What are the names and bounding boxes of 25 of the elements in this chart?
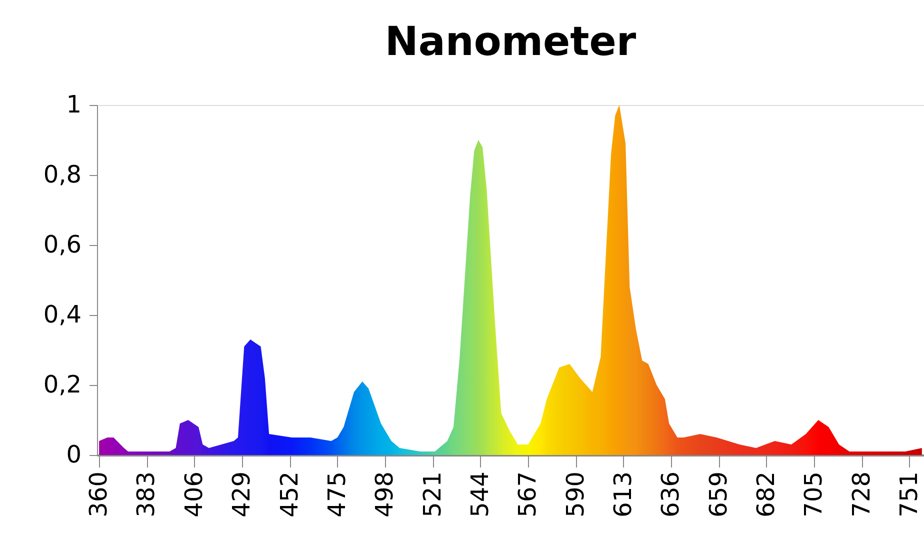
x-tick-label: 567 [514,472,542,518]
x-tick-label: 590 [561,472,590,518]
y-tick-label: 0,6 [43,230,82,258]
x-tick-label: 406 [180,472,208,518]
chart-title: Nanometer [384,19,636,65]
y-tick-label: 1 [66,90,82,118]
x-tick-label: 452 [275,472,304,518]
x-tick-label: 682 [752,472,780,518]
y-tick-label: 0 [66,440,82,468]
x-tick-label: 636 [656,472,685,518]
y-tick-label: 0,8 [43,160,82,188]
x-tick-label: 728 [847,472,876,518]
x-tick-label: 383 [132,472,160,518]
x-tick-label: 521 [418,472,446,518]
x-tick-label: 475 [322,472,351,518]
y-tick-label: 0,2 [43,370,82,398]
x-tick-label: 429 [228,472,256,518]
x-tick-label: 659 [704,472,732,518]
x-tick-label: 544 [466,472,494,518]
x-tick-label: 498 [370,472,399,518]
x-tick-label: 751 [894,472,923,518]
y-tick-label: 0,4 [43,300,82,328]
x-tick-label: 705 [800,472,828,518]
x-tick-label: 360 [84,472,113,518]
x-tick-label: 613 [608,472,637,518]
